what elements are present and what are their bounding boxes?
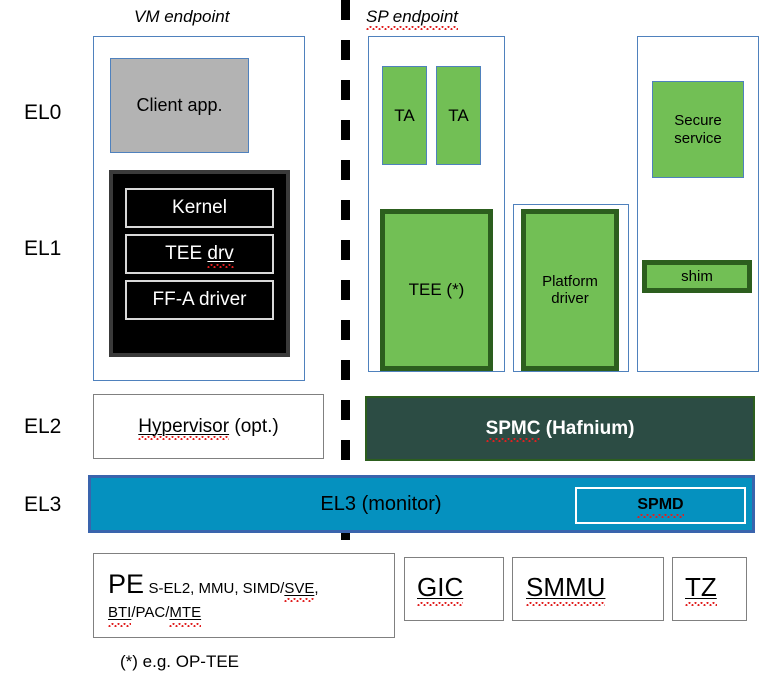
- pe-box[interactable]: PE S-EL2, MMU, SIMD/SVE, BTI/PAC/MTE: [93, 553, 395, 638]
- kernel-stack-container: Kernel TEE drv FF-A driver: [109, 170, 290, 357]
- pe-name: PE: [108, 569, 145, 599]
- sp-endpoint-title: SP endpoint: [366, 7, 458, 30]
- tz-label: TZ: [685, 572, 717, 606]
- trusted-app-box-2[interactable]: TA: [436, 66, 481, 165]
- secure-service-box[interactable]: Secure service: [652, 81, 744, 178]
- hypervisor-word: Hypervisor: [138, 415, 230, 441]
- spmd-box[interactable]: SPMD: [575, 487, 746, 524]
- exception-level-label-el3: EL3: [24, 493, 62, 516]
- spmc-word: SPMC: [485, 417, 541, 443]
- gic-label: GIC: [417, 572, 464, 606]
- exception-level-label-el1: EL1: [24, 237, 62, 260]
- pe-detail-mte: MTE: [169, 603, 201, 627]
- tee-driver-label-drv: drv: [207, 243, 235, 268]
- vm-endpoint-title: VM endpoint: [134, 7, 230, 26]
- kernel-box[interactable]: Kernel: [125, 188, 274, 228]
- tee-driver-label: TEE drv: [165, 243, 235, 268]
- tz-box[interactable]: TZ: [672, 557, 747, 621]
- sp-endpoint-title-text: SP endpoint: [366, 7, 458, 30]
- shim-box[interactable]: shim: [642, 260, 752, 293]
- trusted-app-box-1[interactable]: TA: [382, 66, 427, 165]
- trusted-app-label-1: TA: [394, 105, 415, 125]
- pe-detail-sve: SVE: [284, 579, 315, 603]
- el3-monitor-label: EL3 (monitor): [320, 492, 442, 515]
- smmu-box[interactable]: SMMU: [512, 557, 664, 621]
- tee-driver-box[interactable]: TEE drv: [125, 234, 274, 274]
- shim-label: shim: [681, 267, 713, 285]
- exception-level-label-el0: EL0: [24, 101, 62, 124]
- trusted-app-label-2: TA: [448, 105, 469, 125]
- platform-driver-label: Platform driver: [542, 272, 598, 307]
- gic-box[interactable]: GIC: [404, 557, 504, 621]
- ffa-driver-label: FF-A driver: [152, 289, 247, 311]
- ffa-driver-box[interactable]: FF-A driver: [125, 280, 274, 320]
- tee-label: TEE (*): [408, 280, 465, 300]
- pe-detail-bti: BTI: [108, 603, 132, 627]
- spmc-label: SPMC (Hafnium): [485, 417, 635, 443]
- kernel-label: Kernel: [172, 197, 227, 219]
- hypervisor-label: Hypervisor (opt.): [138, 415, 279, 441]
- smmu-label: SMMU: [526, 572, 606, 606]
- exception-level-label-el2: EL2: [24, 415, 62, 438]
- footnote: (*) e.g. OP-TEE: [120, 652, 240, 671]
- el3-monitor-bar[interactable]: EL3 (monitor) SPMD: [88, 475, 755, 533]
- el3-monitor-label-wrap: EL3 (monitor): [91, 478, 671, 530]
- platform-driver-box[interactable]: Platform driver: [521, 209, 619, 371]
- pe-detail: S-EL2, MMU, SIMD/SVE, BTI/PAC/MTE: [108, 579, 319, 627]
- client-app-label: Client app.: [136, 95, 223, 116]
- tee-box[interactable]: TEE (*): [380, 209, 493, 371]
- client-app-box[interactable]: Client app.: [110, 58, 249, 153]
- secure-service-label: Secure service: [674, 112, 722, 147]
- hypervisor-box[interactable]: Hypervisor (opt.): [93, 394, 324, 459]
- spmc-box[interactable]: SPMC (Hafnium): [365, 396, 755, 461]
- spmd-label: SPMD: [637, 496, 684, 519]
